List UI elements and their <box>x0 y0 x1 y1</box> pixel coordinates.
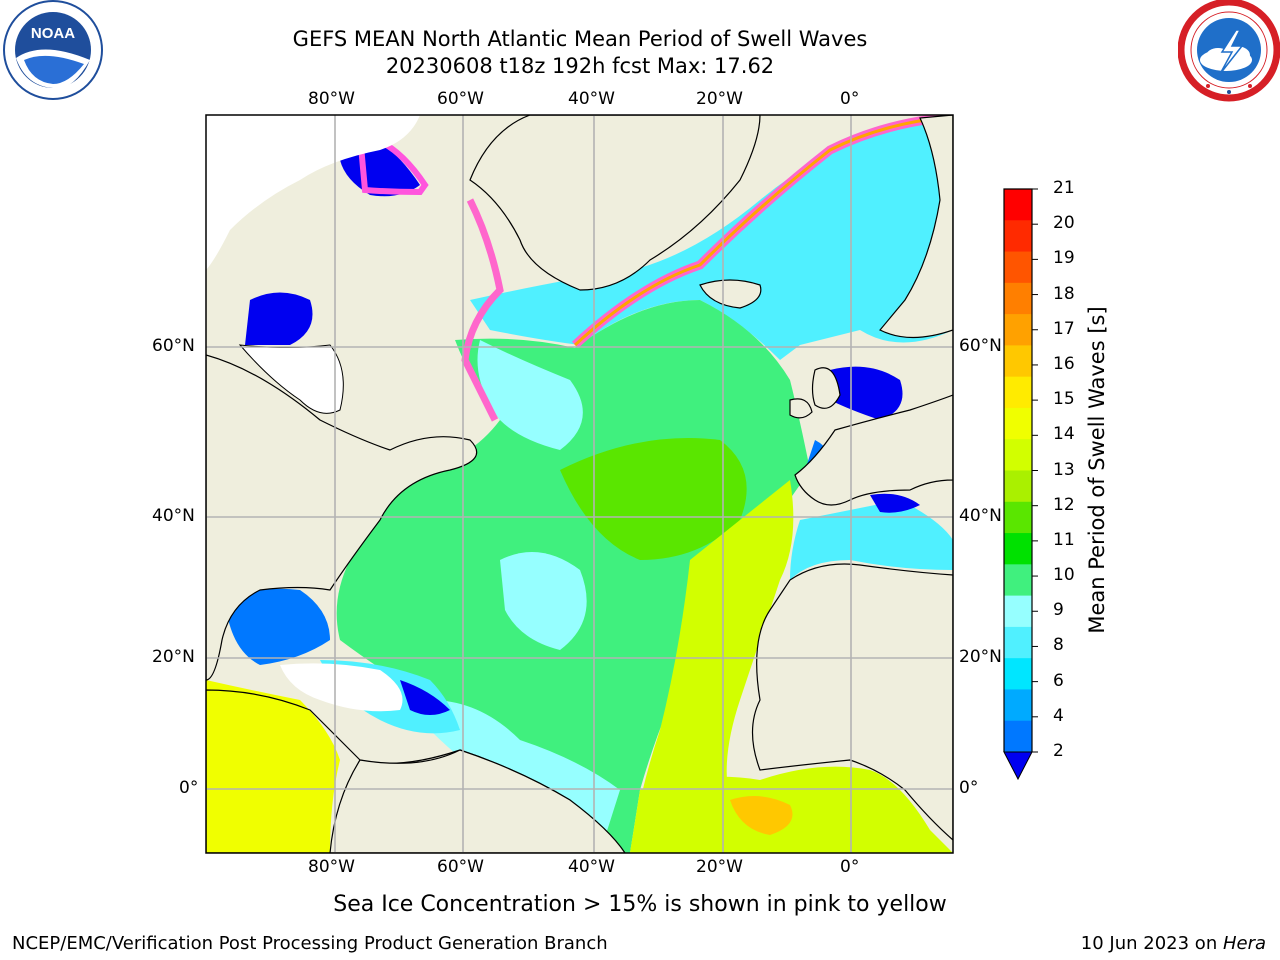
colorbar-segment <box>1004 595 1032 628</box>
nordic-sea-field <box>470 118 953 360</box>
lat-label-left-0: 0° <box>179 778 199 798</box>
colorbar-segment <box>1004 251 1032 284</box>
colorbar-segment <box>1004 720 1032 753</box>
lon-label-bottom-0: 0° <box>840 857 860 877</box>
lon-label-top-0: 0° <box>840 89 860 109</box>
iceland-land <box>699 279 762 309</box>
greenland-ice-edge-inner <box>573 116 941 347</box>
colorbar-segment <box>1004 314 1032 346</box>
lon-label-top-40w: 40°W <box>568 89 615 109</box>
colorbar-tick-label: 17 <box>1053 318 1075 339</box>
north-sea-field <box>830 366 903 420</box>
colorbar-tick-label: 2 <box>1053 741 1064 761</box>
gulf-of-mexico-field <box>225 588 330 665</box>
footer-date: 10 Jun 2023 on Hera <box>1080 933 1266 954</box>
lon-label-bottom-20w: 20°W <box>696 857 743 877</box>
labrador-ice-edge <box>461 198 504 422</box>
lat-label-left-40n: 40°N <box>152 506 195 526</box>
lat-label-left-60n: 60°N <box>152 336 195 356</box>
east-atlantic-band <box>630 480 794 853</box>
colorbar-segment <box>1004 439 1032 471</box>
colorbar-tick-label: 19 <box>1053 248 1075 269</box>
colorbar-segment <box>1004 345 1032 378</box>
colorbar-segment <box>1004 376 1032 409</box>
ireland-land <box>789 398 813 419</box>
noaa-logo-label: NOAA <box>31 25 75 42</box>
pacific-field <box>206 680 340 853</box>
arctic-archipelago-nodata <box>206 115 420 270</box>
lat-label-right-40n: 40°N <box>959 506 1002 526</box>
lon-label-top-80w: 80°W <box>308 89 355 109</box>
colorbar-tick-label: 13 <box>1053 459 1075 480</box>
lon-label-bottom-60w: 60°W <box>437 857 484 877</box>
subtropical-patch-field <box>500 552 587 650</box>
greenland-land <box>469 115 761 291</box>
colorbar-tick-label: 21 <box>1053 178 1075 198</box>
colorbar-segment <box>1004 407 1032 440</box>
hudson-bay-field <box>245 292 313 345</box>
western-europe-land <box>794 394 953 506</box>
caribbean-deep-field <box>400 680 450 715</box>
colorbar-tick-label: 18 <box>1053 283 1075 304</box>
colorbar <box>1003 188 1038 781</box>
sea-ice-caption: Sea Ice Concentration > 15% is shown in … <box>333 892 947 917</box>
colorbar-tick-label: 6 <box>1053 670 1064 691</box>
colorbar-tick-label: 15 <box>1053 389 1075 410</box>
lon-label-bottom-40w: 40°W <box>568 857 615 877</box>
central-atlantic-core <box>560 438 747 560</box>
colorbar-segment <box>1004 533 1032 565</box>
labrador-sea-field <box>477 340 583 450</box>
colorbar-tick-label: 4 <box>1053 705 1064 726</box>
colorbar-segment <box>1004 658 1032 690</box>
colorbar-segment <box>1004 689 1032 722</box>
noaa-logo: NOAA <box>2 0 104 102</box>
lon-label-top-60w: 60°W <box>437 89 484 109</box>
colorbar-tick-label: 12 <box>1053 494 1075 515</box>
scandinavia-land <box>879 115 953 339</box>
colorbar-segment <box>1004 470 1032 503</box>
colorbar-segment <box>1004 282 1032 315</box>
nws-logo <box>1178 0 1280 102</box>
africa-land <box>751 563 953 841</box>
lat-label-left-20n: 20°N <box>152 647 195 667</box>
lon-label-top-20w: 20°W <box>696 89 743 109</box>
colorbar-tick-label: 9 <box>1053 600 1064 621</box>
lon-label-bottom-80w: 80°W <box>308 857 355 877</box>
footer-host: Hera <box>1222 933 1266 954</box>
colorbar-segment <box>1004 626 1032 659</box>
colorbar-segment <box>1004 564 1032 597</box>
map-frame <box>205 114 954 854</box>
chart-subtitle: 20230608 t18z 192h fcst Max: 17.62 <box>385 54 775 78</box>
caribbean-islands-nodata <box>280 663 403 712</box>
mediterranean-field <box>790 500 953 580</box>
lat-label-right-0: 0° <box>959 778 979 798</box>
great-britain-land <box>811 367 841 409</box>
colorbar-segment <box>1004 220 1032 253</box>
colorbar-tick-label: 16 <box>1053 353 1075 374</box>
colorbar-under-arrow <box>1003 751 1033 781</box>
lat-label-right-20n: 20°N <box>959 647 1002 667</box>
colorbar-tick-label: 20 <box>1053 213 1075 234</box>
south-america-land <box>329 749 626 853</box>
colorbar-segment <box>1004 501 1032 534</box>
swell-period-field <box>206 115 953 853</box>
colorbar-tick-label: 14 <box>1053 424 1075 445</box>
chart-title: GEFS MEAN North Atlantic Mean Period of … <box>292 27 868 51</box>
gulf-guinea-max <box>730 796 793 835</box>
tyrrhenian-field <box>870 493 920 513</box>
colorbar-tick-label: 10 <box>1053 565 1075 586</box>
colorbar-segment <box>1004 189 1032 221</box>
lat-label-right-60n: 60°N <box>959 336 1002 356</box>
graticule <box>206 115 953 853</box>
colorbar-tick-label: 8 <box>1053 635 1064 656</box>
footer-producer: NCEP/EMC/Verification Post Processing Pr… <box>12 933 608 954</box>
colorbar-tick-label: 11 <box>1053 529 1075 550</box>
